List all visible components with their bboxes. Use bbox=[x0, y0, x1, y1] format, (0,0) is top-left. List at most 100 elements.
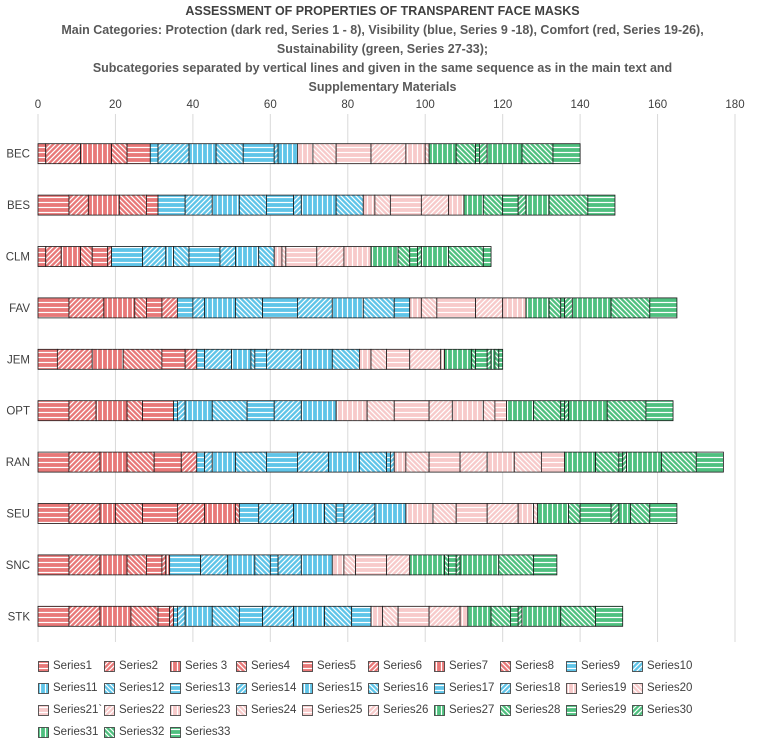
bar-row-stk: STK bbox=[8, 605, 624, 627]
legend-item: Series18 bbox=[500, 677, 566, 699]
legend-swatch bbox=[236, 704, 247, 716]
bar-segment bbox=[405, 503, 434, 524]
legend-swatch bbox=[632, 682, 643, 694]
legend-label: Series27 bbox=[449, 704, 495, 716]
bar-segment bbox=[188, 246, 221, 267]
chart-titles: ASSESSMENT OF PROPERTIES OF TRANSPARENT … bbox=[0, 2, 765, 97]
bar-row-ran: RAN bbox=[6, 451, 724, 473]
bar-segment bbox=[161, 348, 186, 370]
legend-swatch bbox=[302, 704, 313, 716]
bar-segment bbox=[169, 554, 202, 576]
bar-segment bbox=[146, 554, 163, 576]
x-tick-label: 60 bbox=[264, 99, 277, 111]
bar-segment bbox=[417, 246, 422, 267]
bar-segment bbox=[204, 503, 236, 524]
legend-swatch bbox=[368, 704, 379, 716]
legend-swatch bbox=[104, 682, 115, 694]
legend-label: Series7 bbox=[449, 660, 488, 672]
bar-segment bbox=[300, 348, 333, 370]
bar-segment bbox=[370, 143, 407, 165]
bar-segment bbox=[436, 297, 476, 319]
bar-segment bbox=[533, 554, 558, 576]
y-tick-label: RAN bbox=[6, 457, 30, 469]
bar-segment bbox=[285, 246, 318, 267]
bar-segment bbox=[324, 503, 337, 524]
bar-segment bbox=[444, 554, 449, 576]
bar-segment bbox=[494, 348, 500, 370]
legend-label: Series33 bbox=[185, 726, 231, 738]
y-tick-label: CLM bbox=[6, 252, 30, 264]
bar-segment bbox=[273, 400, 302, 422]
bar-segment bbox=[37, 503, 70, 524]
legend-item: Series21` bbox=[38, 699, 104, 721]
bar-segment bbox=[409, 297, 422, 319]
legend-item: Series7 bbox=[434, 655, 500, 677]
bar-segment bbox=[459, 605, 469, 627]
legend-label: Series4 bbox=[251, 660, 290, 672]
bar-segment bbox=[324, 605, 353, 627]
legend-label: Series22 bbox=[119, 704, 165, 716]
bar-row-clm: CLM bbox=[6, 246, 492, 267]
bar-segment bbox=[316, 246, 345, 267]
bar-segment bbox=[161, 554, 167, 576]
bar-segment bbox=[579, 503, 612, 524]
bar-segment bbox=[227, 554, 256, 576]
legend-swatch bbox=[632, 704, 643, 716]
bar-segment bbox=[258, 503, 294, 524]
bar-segment bbox=[386, 451, 391, 473]
bar-segment bbox=[510, 605, 519, 627]
legend-swatch bbox=[38, 726, 49, 738]
bar-segment bbox=[552, 143, 581, 165]
legend-swatch bbox=[500, 682, 511, 694]
bar-row-opt: OPT bbox=[6, 400, 674, 422]
y-tick-label: STK bbox=[8, 611, 31, 623]
bar-segment bbox=[184, 400, 213, 422]
bar-row-fav: FAV bbox=[9, 297, 678, 319]
legend-item: Series27 bbox=[434, 699, 500, 721]
bar-segment bbox=[537, 503, 569, 524]
bar-segment bbox=[463, 194, 484, 216]
bar-segment bbox=[215, 143, 244, 165]
bar-segment bbox=[560, 297, 566, 319]
legend-item: Series24 bbox=[236, 699, 302, 721]
legend-swatch bbox=[566, 660, 577, 672]
bar-segment bbox=[273, 143, 279, 165]
bar-segment bbox=[479, 143, 488, 165]
legend-swatch bbox=[434, 682, 445, 694]
legend-label: Series9 bbox=[581, 660, 620, 672]
bar-segment bbox=[486, 503, 519, 524]
bar-segment bbox=[645, 400, 674, 422]
bar-segment bbox=[68, 400, 97, 422]
bar-segment bbox=[68, 605, 101, 627]
bar-segment bbox=[281, 246, 287, 267]
legend-swatch bbox=[434, 704, 445, 716]
legend-item: Series19 bbox=[566, 677, 632, 699]
bar-segment bbox=[409, 554, 445, 576]
bar-segment bbox=[610, 503, 620, 524]
bar-segment bbox=[211, 605, 240, 627]
bar-segment bbox=[358, 348, 372, 370]
bar-segment bbox=[300, 554, 333, 576]
bar-segment bbox=[448, 554, 457, 576]
bar-segment bbox=[157, 605, 171, 627]
bar-segment bbox=[176, 605, 186, 627]
bar-segment bbox=[211, 451, 236, 473]
bar-segment bbox=[60, 246, 81, 267]
bar-segment bbox=[266, 194, 294, 216]
bar-segment bbox=[103, 297, 136, 319]
legend-item: Series5 bbox=[302, 655, 368, 677]
bar-segment bbox=[165, 246, 174, 267]
bar-segment bbox=[161, 297, 178, 319]
bar-segment bbox=[99, 503, 116, 524]
bar-segment bbox=[486, 348, 492, 370]
bar-segment bbox=[606, 400, 647, 422]
bar-segment bbox=[297, 297, 333, 319]
bar-row-snc: SNC bbox=[6, 554, 558, 576]
legend-swatch bbox=[170, 682, 181, 694]
bar-segment bbox=[219, 246, 236, 267]
legend-item: Series20 bbox=[632, 677, 698, 699]
legend-swatch bbox=[236, 682, 247, 694]
bar-segment bbox=[459, 451, 488, 473]
legend-item: Series26 bbox=[368, 699, 434, 721]
bar-segment bbox=[517, 503, 535, 524]
